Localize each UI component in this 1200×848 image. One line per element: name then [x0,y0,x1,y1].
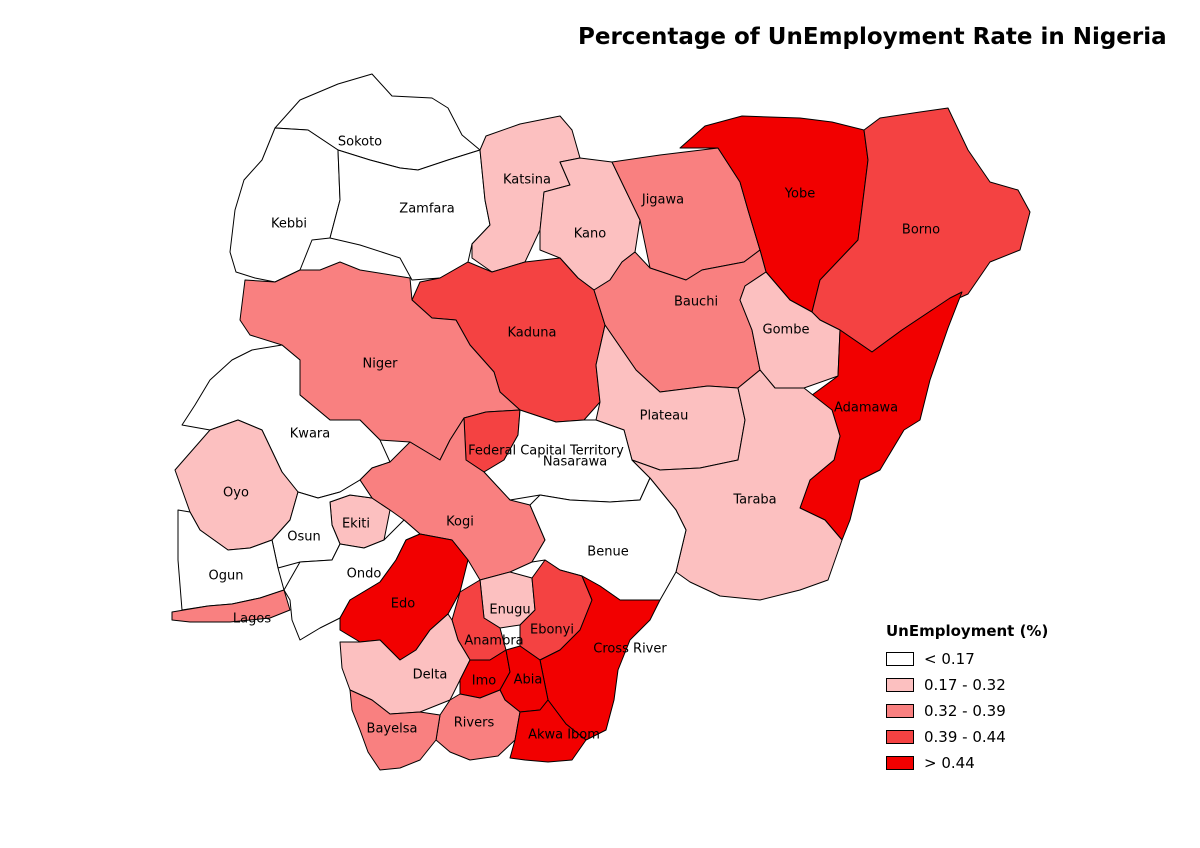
legend-label: < 0.17 [924,650,975,668]
legend-label: 0.17 - 0.32 [924,676,1006,694]
legend-swatch [886,678,914,692]
state-label-bayelsa: Bayelsa [367,722,418,737]
legend-rows: < 0.17 0.17 - 0.32 0.32 - 0.39 0.39 - 0.44 >… [886,646,1048,776]
state-cross-river [539,575,661,741]
legend-item: 0.17 - 0.32 [886,672,1048,698]
state-label-cross-river: Cross River [593,642,667,657]
state-kebbi [229,127,341,283]
legend-item: < 0.17 [886,646,1048,672]
state-label-niger: Niger [363,357,399,372]
state-lagos [171,589,291,623]
state-label-ondo: Ondo [347,567,382,582]
state-label-enugu: Enugu [489,603,530,618]
map-legend: UnEmployment (%) < 0.17 0.17 - 0.32 0.32 -… [886,622,1048,776]
state-label-jigawa: Jigawa [641,193,684,208]
state-label-kogi: Kogi [446,515,474,530]
legend-item: 0.32 - 0.39 [886,698,1048,724]
state-label-taraba: Taraba [732,493,776,508]
legend-item: > 0.44 [886,750,1048,776]
legend-label: 0.39 - 0.44 [924,728,1006,746]
legend-title: UnEmployment (%) [886,622,1049,640]
state-label-anambra: Anambra [464,634,523,649]
state-label-oyo: Oyo [223,486,249,501]
map-title: Percentage of UnEmployment Rate in Niger… [578,24,1167,50]
state-akwa-ibom [509,699,587,763]
state-label-gombe: Gombe [763,323,810,338]
state-borno [811,107,1031,353]
state-label-zamfara: Zamfara [399,202,454,217]
state-label-ebonyi: Ebonyi [530,623,574,638]
legend-swatch [886,730,914,744]
state-label-rivers: Rivers [454,716,495,731]
legend-swatch [886,652,914,666]
legend-label: 0.32 - 0.39 [924,702,1006,720]
state-label-ekiti: Ekiti [342,517,370,532]
state-label-edo: Edo [391,597,415,612]
state-label-benue: Benue [587,545,628,560]
state-label-borno: Borno [902,223,940,238]
state-label-abia: Abia [514,673,543,688]
state-label-adamawa: Adamawa [834,401,898,416]
state-label-kano: Kano [574,227,607,242]
state-label-akwa-ibom: Akwa Ibom [528,728,600,743]
states-layer [171,73,1031,771]
state-label-osun: Osun [287,530,320,545]
state-label-kaduna: Kaduna [508,326,557,341]
state-label-imo: Imo [472,674,496,689]
labels-layer: Sokoto Kebbi Zamfara Katsina Kano Jigawa Yobe B… [209,135,941,743]
state-label-plateau: Plateau [640,409,689,424]
state-label-kebbi: Kebbi [271,217,307,232]
state-label-katsina: Katsina [503,173,551,188]
state-taraba [631,369,843,601]
state-label-lagos: Lagos [233,612,271,627]
state-label-federal-capital-territory: Federal Capital Territory [468,444,624,459]
state-label-ogun: Ogun [209,569,244,584]
state-label-sokoto: Sokoto [338,135,382,150]
state-label-delta: Delta [413,668,448,683]
state-benue [529,477,687,601]
state-label-bauchi: Bauchi [674,295,718,310]
legend-item: 0.39 - 0.44 [886,724,1048,750]
legend-swatch [886,704,914,718]
state-label-yobe: Yobe [784,187,815,202]
state-label-nasarawa: Nasarawa [543,455,607,470]
legend-swatch [886,756,914,770]
state-label-kwara: Kwara [290,427,330,442]
legend-label: > 0.44 [924,754,975,772]
state-bayelsa [349,689,441,771]
